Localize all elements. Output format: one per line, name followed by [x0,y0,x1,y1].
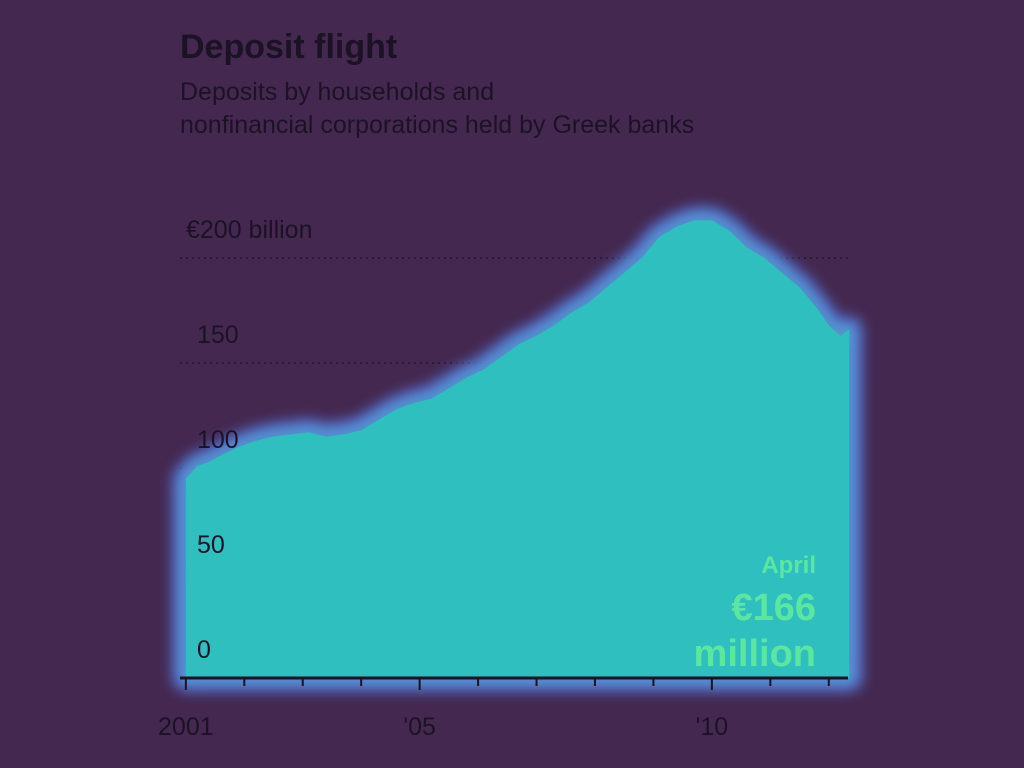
y-tick-label-3: 50 [197,531,225,559]
label-layer: €200 billion 150 100 50 0 2001 '05 '10 [158,216,728,741]
deposits-area [185,220,850,678]
y-tick-label-2: 100 [197,426,239,454]
annotation-layer: April €166 million [694,552,816,675]
area-layer [172,207,863,691]
annotation-unit: million [694,633,816,675]
subtitle-line-2: nonfinancial corporations held by Greek … [180,111,695,139]
chart-subtitle: Deposits by households and nonfinancial … [180,76,694,142]
subtitle-line-1: Deposits by households and [180,78,495,106]
y-tick-label-4: 0 [197,636,211,664]
chart-title: Deposit flight [180,28,398,66]
x-tick-label-2: '10 [696,713,729,741]
annotation-value: €166 [731,587,816,629]
annotation-month: April [761,552,816,579]
x-tick-label-0: 2001 [158,713,214,741]
y-tick-label-0: €200 billion [186,216,313,244]
x-tick-label-1: '05 [403,713,436,741]
axis-layer [180,676,848,690]
y-tick-label-1: 150 [197,321,239,349]
